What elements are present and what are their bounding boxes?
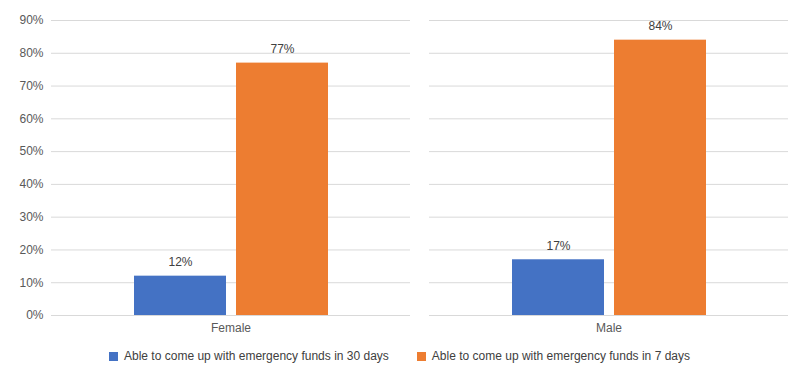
html-text:Able to come up with emergency: Able to come up with emergency funds in …	[124, 349, 389, 363]
svg-text:80%: 80%	[19, 46, 43, 60]
svg-text:70%: 70%	[19, 79, 43, 93]
svg-text:Male: Male	[596, 321, 622, 335]
svg-text:84%: 84%	[648, 19, 672, 33]
svg-text:77%: 77%	[270, 42, 294, 56]
svg-text:90%: 90%	[19, 13, 43, 27]
svg-text:30%: 30%	[19, 210, 43, 224]
svg-text:10%: 10%	[19, 276, 43, 290]
svg-text:Female: Female	[211, 321, 251, 335]
html-text:Able to come up with emergency: Able to come up with emergency funds in …	[431, 349, 690, 363]
svg-text:20%: 20%	[19, 243, 43, 257]
svg-text:0%: 0%	[26, 308, 44, 322]
svg-text:60%: 60%	[19, 112, 43, 126]
svg-text:50%: 50%	[19, 144, 43, 158]
svg-text:12%: 12%	[168, 255, 192, 269]
svg-text:17%: 17%	[546, 239, 570, 253]
svg-text:40%: 40%	[19, 177, 43, 191]
